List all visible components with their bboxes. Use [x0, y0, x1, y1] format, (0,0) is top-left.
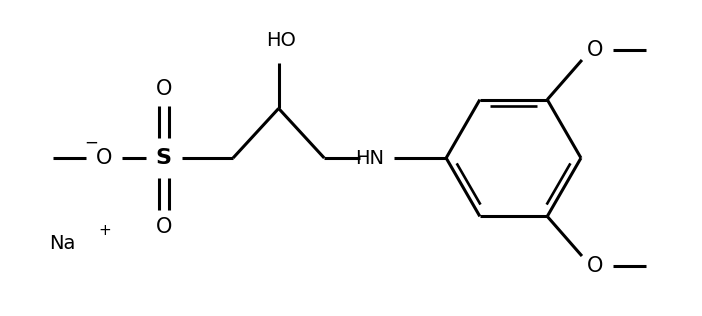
Text: −: − [84, 133, 98, 151]
Text: +: + [99, 223, 112, 238]
Text: Na: Na [48, 234, 75, 253]
Text: HN: HN [355, 149, 384, 167]
Text: O: O [155, 217, 172, 237]
Text: HO: HO [265, 31, 296, 50]
Text: O: O [96, 148, 112, 168]
Text: O: O [587, 256, 603, 276]
Text: S: S [156, 148, 172, 168]
Text: O: O [155, 79, 172, 99]
Text: O: O [587, 40, 603, 60]
